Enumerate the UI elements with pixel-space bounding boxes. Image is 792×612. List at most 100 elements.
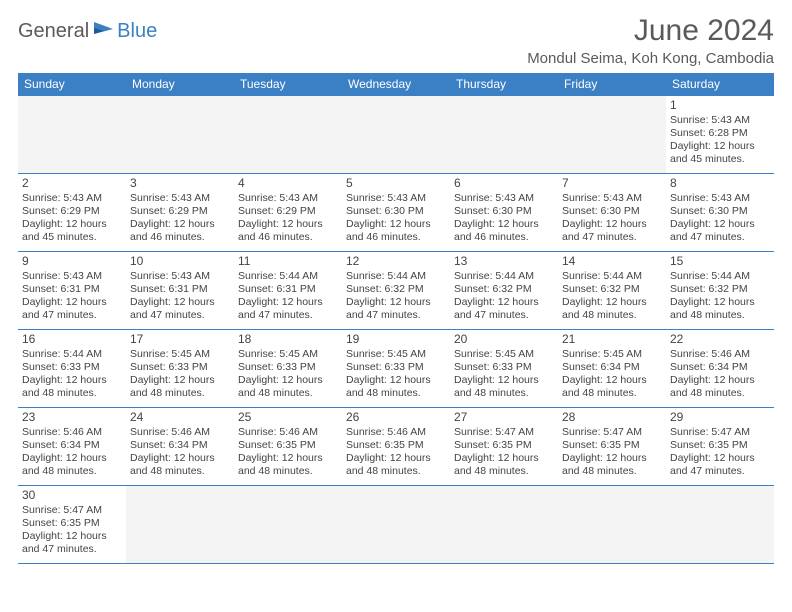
day-cell: 26 Sunrise: 5:46 AMSunset: 6:35 PMDayligh… [342, 408, 450, 486]
day-header: Thursday [450, 73, 558, 96]
day-cell: 16 Sunrise: 5:44 AMSunset: 6:33 PMDayligh… [18, 330, 126, 408]
day-number: 20 [454, 332, 554, 346]
day-cell: 11 Sunrise: 5:44 AMSunset: 6:31 PMDayligh… [234, 252, 342, 330]
logo: General Blue [18, 20, 157, 43]
sun-info: Sunrise: 5:47 AMSunset: 6:35 PMDaylight:… [454, 426, 554, 479]
sun-info: Sunrise: 5:44 AMSunset: 6:32 PMDaylight:… [670, 270, 770, 323]
calendar-row: 23Sunrise: 5:46 AMSunset: 6:34 PMDayligh… [18, 408, 774, 486]
empty-cell [450, 486, 558, 564]
empty-cell [234, 96, 342, 174]
day-number: 11 [238, 254, 338, 268]
day-number: 8 [670, 176, 770, 190]
day-cell: 25Sunrise: 5:46 AMSunset: 6:35 PMDayligh… [234, 408, 342, 486]
day-cell: 30Sunrise: 5:47 AMSunset: 6:35 PMDayligh… [18, 486, 126, 564]
sun-info: Sunrise: 5:44 AMSunset: 6:33 PMDaylight:… [22, 348, 122, 401]
day-number: 22 [670, 332, 770, 346]
day-cell: 19 Sunrise: 5:45 AMSunset: 6:33 PMDayligh… [342, 330, 450, 408]
day-number: 15 [670, 254, 770, 268]
logo-text-general: General [18, 20, 89, 43]
day-header: Wednesday [342, 73, 450, 96]
empty-cell [342, 486, 450, 564]
sun-info: Sunrise: 5:47 AMSunset: 6:35 PMDaylight:… [670, 426, 770, 479]
day-cell: 24 Sunrise: 5:46 AMSunset: 6:34 PMDayligh… [126, 408, 234, 486]
sun-info: Sunrise: 5:46 AMSunset: 6:34 PMDaylight:… [130, 426, 230, 479]
sun-info: Sunrise: 5:44 AMSunset: 6:32 PMDaylight:… [454, 270, 554, 323]
day-cell: 17 Sunrise: 5:45 AMSunset: 6:33 PMDayligh… [126, 330, 234, 408]
day-number: 6 [454, 176, 554, 190]
calendar-row: 16 Sunrise: 5:44 AMSunset: 6:33 PMDayligh… [18, 330, 774, 408]
sun-info: Sunrise: 5:43 AMSunset: 6:28 PMDaylight:… [670, 114, 770, 167]
day-cell: 2Sunrise: 5:43 AMSunset: 6:29 PMDaylight… [18, 174, 126, 252]
day-number: 3 [130, 176, 230, 190]
calendar-row: 2Sunrise: 5:43 AMSunset: 6:29 PMDaylight… [18, 174, 774, 252]
empty-cell [450, 96, 558, 174]
day-number: 16 [22, 332, 122, 346]
location: Mondul Seima, Koh Kong, Cambodia [527, 50, 774, 67]
day-number: 21 [562, 332, 662, 346]
day-cell: 8Sunrise: 5:43 AMSunset: 6:30 PMDaylight… [666, 174, 774, 252]
sun-info: Sunrise: 5:45 AMSunset: 6:33 PMDaylight:… [130, 348, 230, 401]
day-header: Friday [558, 73, 666, 96]
sun-info: Sunrise: 5:45 AMSunset: 6:34 PMDaylight:… [562, 348, 662, 401]
sun-info: Sunrise: 5:43 AMSunset: 6:29 PMDaylight:… [238, 192, 338, 245]
empty-cell [558, 96, 666, 174]
day-cell: 23Sunrise: 5:46 AMSunset: 6:34 PMDayligh… [18, 408, 126, 486]
sun-info: Sunrise: 5:46 AMSunset: 6:34 PMDaylight:… [670, 348, 770, 401]
day-cell: 14 Sunrise: 5:44 AMSunset: 6:32 PMDayligh… [558, 252, 666, 330]
day-cell: 13Sunrise: 5:44 AMSunset: 6:32 PMDayligh… [450, 252, 558, 330]
empty-cell [234, 486, 342, 564]
day-number: 9 [22, 254, 122, 268]
sun-info: Sunrise: 5:43 AMSunset: 6:31 PMDaylight:… [130, 270, 230, 323]
day-cell: 29Sunrise: 5:47 AMSunset: 6:35 PMDayligh… [666, 408, 774, 486]
day-number: 28 [562, 410, 662, 424]
day-number: 7 [562, 176, 662, 190]
sun-info: Sunrise: 5:43 AMSunset: 6:29 PMDaylight:… [22, 192, 122, 245]
day-cell: 12 Sunrise: 5:44 AMSunset: 6:32 PMDayligh… [342, 252, 450, 330]
header: General Blue June 2024 Mondul Seima, Koh… [18, 14, 774, 67]
empty-cell [126, 486, 234, 564]
day-cell: 28Sunrise: 5:47 AMSunset: 6:35 PMDayligh… [558, 408, 666, 486]
calendar-table: SundayMondayTuesdayWednesdayThursdayFrid… [18, 73, 774, 564]
sun-info: Sunrise: 5:43 AMSunset: 6:30 PMDaylight:… [346, 192, 446, 245]
day-number: 4 [238, 176, 338, 190]
logo-text-blue: Blue [117, 20, 157, 43]
empty-cell [342, 96, 450, 174]
day-cell: 1 Sunrise: 5:43 AMSunset: 6:28 PMDaylight… [666, 96, 774, 174]
day-cell: 20 Sunrise: 5:45 AMSunset: 6:33 PMDayligh… [450, 330, 558, 408]
day-number: 12 [346, 254, 446, 268]
calendar-header-row: SundayMondayTuesdayWednesdayThursdayFrid… [18, 73, 774, 96]
day-number: 17 [130, 332, 230, 346]
day-number: 1 [670, 98, 770, 112]
empty-cell [558, 486, 666, 564]
sun-info: Sunrise: 5:45 AMSunset: 6:33 PMDaylight:… [346, 348, 446, 401]
day-cell: 18Sunrise: 5:45 AMSunset: 6:33 PMDayligh… [234, 330, 342, 408]
sun-info: Sunrise: 5:44 AMSunset: 6:32 PMDaylight:… [562, 270, 662, 323]
sun-info: Sunrise: 5:44 AMSunset: 6:31 PMDaylight:… [238, 270, 338, 323]
day-number: 25 [238, 410, 338, 424]
day-number: 5 [346, 176, 446, 190]
day-number: 26 [346, 410, 446, 424]
empty-cell [18, 96, 126, 174]
day-number: 30 [22, 488, 122, 502]
day-cell: 3Sunrise: 5:43 AMSunset: 6:29 PMDaylight… [126, 174, 234, 252]
day-number: 19 [346, 332, 446, 346]
empty-cell [666, 486, 774, 564]
day-header: Tuesday [234, 73, 342, 96]
day-number: 27 [454, 410, 554, 424]
sun-info: Sunrise: 5:43 AMSunset: 6:30 PMDaylight:… [562, 192, 662, 245]
sun-info: Sunrise: 5:45 AMSunset: 6:33 PMDaylight:… [454, 348, 554, 401]
day-number: 18 [238, 332, 338, 346]
day-cell: 22 Sunrise: 5:46 AMSunset: 6:34 PMDayligh… [666, 330, 774, 408]
day-header: Sunday [18, 73, 126, 96]
sun-info: Sunrise: 5:44 AMSunset: 6:32 PMDaylight:… [346, 270, 446, 323]
day-cell: 5 Sunrise: 5:43 AMSunset: 6:30 PMDaylight… [342, 174, 450, 252]
day-number: 24 [130, 410, 230, 424]
day-cell: 10Sunrise: 5:43 AMSunset: 6:31 PMDayligh… [126, 252, 234, 330]
day-cell: 6Sunrise: 5:43 AMSunset: 6:30 PMDaylight… [450, 174, 558, 252]
title-block: June 2024 Mondul Seima, Koh Kong, Cambod… [527, 14, 774, 67]
day-number: 14 [562, 254, 662, 268]
sun-info: Sunrise: 5:43 AMSunset: 6:31 PMDaylight:… [22, 270, 122, 323]
sun-info: Sunrise: 5:46 AMSunset: 6:35 PMDaylight:… [346, 426, 446, 479]
calendar-body: 1 Sunrise: 5:43 AMSunset: 6:28 PMDaylight… [18, 96, 774, 564]
sun-info: Sunrise: 5:46 AMSunset: 6:34 PMDaylight:… [22, 426, 122, 479]
